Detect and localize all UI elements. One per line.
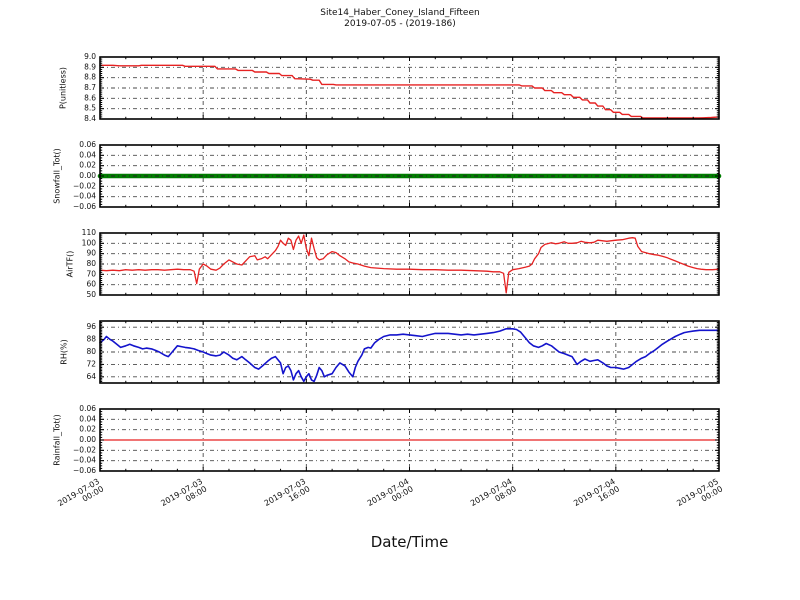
svg-text:88: 88 <box>86 335 96 344</box>
svg-text:8.4: 8.4 <box>84 114 96 123</box>
svg-text:96: 96 <box>86 322 96 331</box>
svg-text:0.04: 0.04 <box>79 414 96 423</box>
svg-text:0.02: 0.02 <box>79 425 96 434</box>
svg-text:2019-07-0500:00: 2019-07-0500:00 <box>675 477 724 515</box>
svg-text:0.00: 0.00 <box>79 435 96 444</box>
svg-text:0.06: 0.06 <box>79 140 96 149</box>
svg-text:100: 100 <box>82 238 97 247</box>
svg-text:8.8: 8.8 <box>84 73 96 82</box>
svg-text:−0.02: −0.02 <box>73 445 96 454</box>
svg-text:90: 90 <box>86 249 96 258</box>
svg-text:8.6: 8.6 <box>84 93 96 102</box>
svg-text:50: 50 <box>86 290 96 299</box>
x-axis-label: Date/Time <box>370 533 449 551</box>
svg-text:64: 64 <box>86 372 96 381</box>
svg-text:8.9: 8.9 <box>84 62 96 71</box>
svg-text:0.02: 0.02 <box>79 161 96 170</box>
svg-text:72: 72 <box>86 359 96 368</box>
svg-text:−0.02: −0.02 <box>73 181 96 190</box>
svg-text:60: 60 <box>86 280 96 289</box>
chart-title-line2: 2019-07-05 - (2019-186) <box>344 19 456 29</box>
svg-text:−0.04: −0.04 <box>73 456 96 465</box>
svg-text:−0.04: −0.04 <box>73 192 96 201</box>
svg-text:8.7: 8.7 <box>84 83 96 92</box>
svg-text:0.06: 0.06 <box>79 404 96 413</box>
svg-text:2019-07-0300:00: 2019-07-0300:00 <box>56 477 105 515</box>
svg-text:110: 110 <box>82 228 97 237</box>
svg-text:2019-07-0408:00: 2019-07-0408:00 <box>469 477 518 515</box>
svg-text:70: 70 <box>86 269 96 278</box>
svg-text:8.5: 8.5 <box>84 104 96 113</box>
svg-text:−0.06: −0.06 <box>73 466 96 475</box>
chart-title: Site14_Haber_Coney_Island_Fifteen 2019-0… <box>0 8 800 30</box>
svg-text:80: 80 <box>86 259 96 268</box>
svg-text:−0.06: −0.06 <box>73 202 96 211</box>
chart-title-line1: Site14_Haber_Coney_Island_Fifteen <box>320 8 480 18</box>
svg-text:2019-07-0316:00: 2019-07-0316:00 <box>263 477 312 515</box>
svg-text:2019-07-0400:00: 2019-07-0400:00 <box>366 477 415 515</box>
svg-text:0.00: 0.00 <box>79 171 96 180</box>
svg-text:2019-07-0308:00: 2019-07-0308:00 <box>159 477 208 515</box>
svg-text:80: 80 <box>86 347 96 356</box>
svg-text:2019-07-0416:00: 2019-07-0416:00 <box>572 477 621 515</box>
svg-text:9.0: 9.0 <box>84 52 96 61</box>
svg-text:0.04: 0.04 <box>79 150 96 159</box>
